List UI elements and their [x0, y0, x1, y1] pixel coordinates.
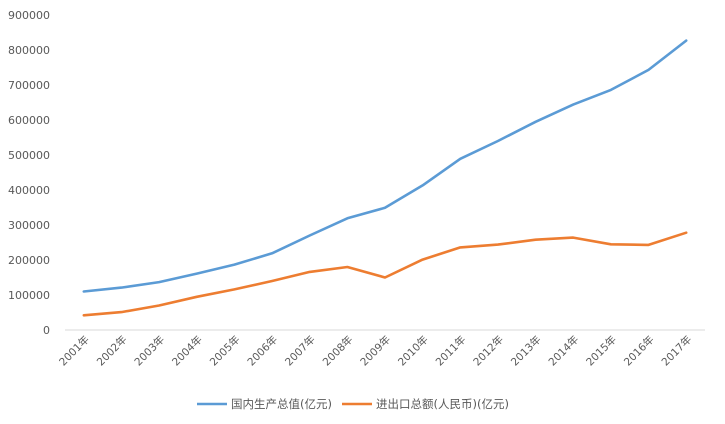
x-tick-label: 2004年 — [169, 333, 205, 369]
x-tick-label: 2012年 — [471, 333, 507, 369]
x-tick-label: 2015年 — [583, 333, 619, 369]
x-tick-label: 2001年 — [56, 333, 92, 369]
x-tick-label: 2011年 — [433, 333, 469, 369]
x-axis: 2001年 2002年 2003年 2004年 2005年 2006年 2007年 2008年… — [56, 329, 705, 369]
y-tick-label: 300000 — [8, 219, 50, 232]
x-tick-label: 2005年 — [207, 333, 243, 369]
x-tick-label: 2010年 — [395, 333, 431, 369]
y-tick-label: 0 — [43, 324, 50, 337]
y-tick-label: 900000 — [8, 9, 50, 22]
legend: 国内生产总值(亿元) 进出口总额(人民币)(亿元) — [197, 397, 509, 411]
y-tick-label: 600000 — [8, 114, 50, 127]
x-tick-label: 2013年 — [508, 333, 544, 369]
x-tick-label: 2003年 — [132, 333, 168, 369]
y-tick-label: 800000 — [8, 44, 50, 57]
x-tick-label: 2017年 — [659, 333, 695, 369]
series-layer — [82, 39, 688, 317]
x-tick-label: 2002年 — [94, 333, 130, 369]
x-tick-label: 2007年 — [282, 333, 318, 369]
x-tick-label: 2014年 — [546, 333, 582, 369]
y-tick-label: 400000 — [8, 184, 50, 197]
legend-label-1: 进出口总额(人民币)(亿元) — [376, 397, 509, 411]
y-tick-label: 200000 — [8, 254, 50, 267]
series-line-0 — [82, 39, 688, 293]
x-tick-label: 2008年 — [320, 333, 356, 369]
series-line-1 — [82, 231, 688, 317]
y-tick-label: 500000 — [8, 149, 50, 162]
x-tick-label: 2009年 — [358, 333, 394, 369]
y-tick-label: 100000 — [8, 289, 50, 302]
x-tick-label: 2006年 — [245, 333, 281, 369]
legend-label-0: 国内生产总值(亿元) — [231, 397, 332, 411]
x-tick-label: 2016年 — [621, 333, 657, 369]
y-axis: 0 100000 200000 300000 400000 500000 600000 700… — [8, 9, 50, 337]
y-tick-label: 700000 — [8, 79, 50, 92]
